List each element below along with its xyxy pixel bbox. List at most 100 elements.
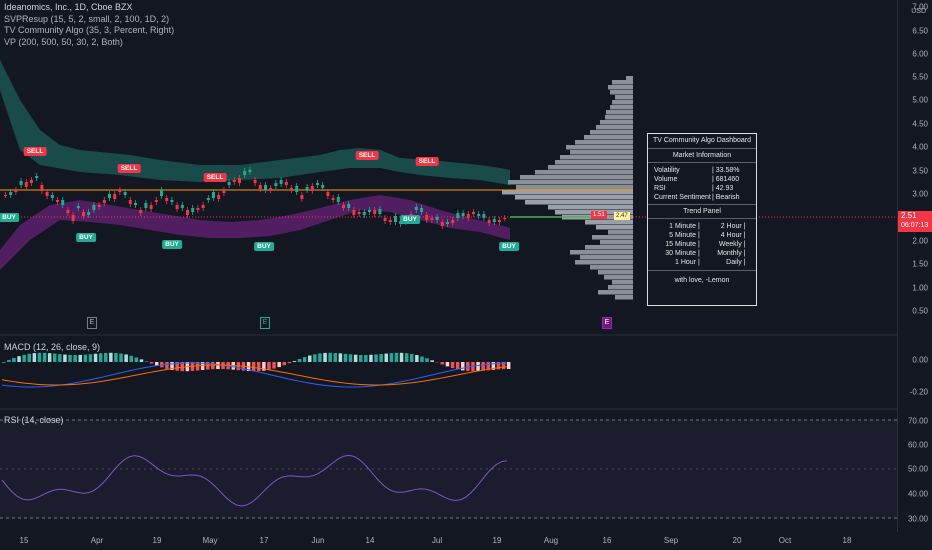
candle: [123, 192, 127, 195]
tf-label: 1 Hour: [674, 259, 696, 266]
indicator-tv-community-algo[interactable]: TV Community Algo (35, 3, Percent, Right…: [4, 25, 175, 35]
macd-histogram-bar: [17, 356, 21, 362]
candle: [253, 180, 257, 183]
candle: [165, 198, 169, 201]
time-tick: Aug: [543, 536, 559, 545]
candle: [61, 200, 65, 205]
earnings-marker[interactable]: E: [87, 317, 97, 329]
time-tick: 19: [492, 536, 502, 545]
volume-profile-bar: [555, 160, 633, 165]
rsi-label[interactable]: RSI (14, close): [4, 415, 64, 425]
buy-signal: BUY: [254, 242, 274, 251]
volume-profile-bar: [580, 255, 633, 260]
price-tick: 4.50: [912, 119, 928, 129]
macd-tick: -0.20: [909, 387, 928, 397]
candle: [269, 188, 273, 190]
candle: [97, 205, 101, 207]
macd-histogram-bar: [379, 354, 383, 362]
rsi-tick: 50.00: [907, 464, 928, 474]
volume-profile-bar: [548, 165, 633, 170]
buy-signal: BUY: [162, 240, 182, 249]
chart-canvas[interactable]: [0, 0, 898, 532]
candle: [498, 220, 501, 222]
indicator-volume-profile[interactable]: VP (200, 500, 50, 30, 2, Both): [4, 36, 123, 47]
candle: [487, 220, 491, 223]
macd-histogram-bar: [466, 362, 470, 371]
rsi-tick: 60.00: [907, 440, 928, 450]
candle: [305, 187, 309, 190]
price-tick: 5.50: [912, 72, 928, 82]
signal-line: [1, 364, 507, 386]
macd-histogram-bar: [297, 358, 302, 362]
rsi-line: [1, 454, 507, 507]
candle: [373, 210, 377, 214]
indicator-svpresup[interactable]: SVPResup (15, 5, 2, small, 2, 100, 1D, 2…: [4, 13, 170, 24]
macd-label[interactable]: MACD (12, 26, close, 9): [4, 342, 101, 352]
candle: [290, 188, 293, 190]
chart-legend: Ideanomics, Inc., 1D, Cboe BZX SVPResup …: [4, 2, 174, 48]
macd-tick: 0.00: [912, 355, 928, 365]
volume-profile-bar: [604, 275, 633, 280]
macd-histogram-bar: [430, 360, 434, 362]
candle: [357, 212, 361, 214]
volume-profile-bar: [605, 115, 633, 120]
macd-histogram-bar: [369, 354, 373, 362]
macd-histogram-bar: [78, 354, 82, 362]
symbol-title[interactable]: Ideanomics, Inc., 1D, Cboe BZX: [4, 2, 133, 12]
candle: [128, 200, 132, 204]
candle: [347, 204, 351, 208]
macd-histogram-bar: [32, 353, 37, 362]
macd-histogram-bar: [333, 352, 337, 362]
price-axis[interactable]: USD 7.00 6.50 6.00 5.50 5.00 4.50 4.00 3.50 3.00…: [897, 0, 932, 532]
tf-label: 5 Minute: [669, 232, 696, 239]
macd-histogram-bar: [58, 354, 62, 362]
macd-histogram-bar: [124, 354, 128, 362]
macd-histogram-bar: [165, 362, 169, 369]
macd-histogram-bar: [308, 355, 312, 362]
time-tick: 14: [365, 536, 375, 545]
candle: [196, 208, 200, 210]
candle: [466, 214, 470, 218]
volume-profile-bar: [590, 265, 633, 270]
macd-histogram-bar: [394, 352, 399, 362]
candle: [4, 195, 7, 196]
volume-profile-bar: [520, 175, 633, 180]
candle: [295, 186, 299, 192]
candle: [45, 192, 49, 196]
market-info-header: Market Information: [648, 149, 756, 163]
price-tick: 2.00: [912, 236, 928, 246]
volume-profile-bar: [585, 245, 633, 250]
macd-histogram-bar: [343, 353, 348, 362]
macd-histogram-bar: [88, 354, 93, 362]
candle: [82, 212, 85, 216]
macd-histogram-bar: [455, 362, 460, 370]
candle: [300, 195, 304, 199]
macd-histogram-bar: [359, 354, 363, 362]
volume-profile-bar: [598, 270, 633, 275]
candle: [160, 190, 163, 196]
candle: [420, 208, 423, 212]
rsi-stat-value: | 42.93: [712, 185, 734, 192]
candle: [414, 207, 418, 210]
candle: [264, 185, 267, 190]
macd-histogram-bar: [267, 362, 271, 370]
candle: [394, 216, 397, 222]
candle: [342, 205, 345, 208]
volume-profile-bar: [608, 230, 633, 235]
volume-profile-bar: [615, 95, 633, 100]
time-tick: 16: [602, 536, 612, 545]
macd-histogram-bar: [170, 362, 174, 371]
macd-histogram-bar: [22, 354, 26, 362]
earnings-marker[interactable]: E: [602, 317, 612, 329]
volatility-value: | 33.58%: [712, 167, 740, 174]
macd-histogram-bar: [206, 362, 210, 370]
candle: [316, 183, 319, 185]
volume-profile-bar: [575, 140, 633, 145]
tf-label: 30 Minute: [665, 250, 696, 257]
time-tick: Apr: [90, 536, 104, 545]
macd-histogram-bar: [2, 362, 6, 363]
macd-histogram-bar: [420, 356, 424, 362]
candle: [40, 185, 44, 191]
price-tick: 4.00: [912, 142, 928, 152]
earnings-marker[interactable]: E: [260, 317, 270, 329]
